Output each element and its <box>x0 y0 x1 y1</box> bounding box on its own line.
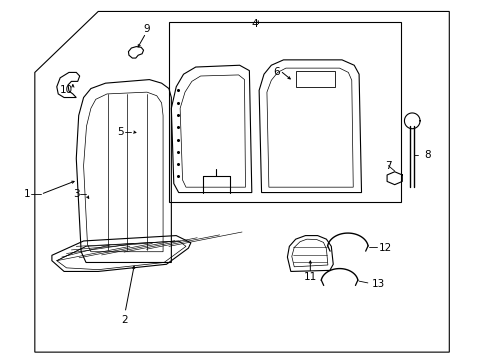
Text: 11: 11 <box>303 272 316 282</box>
Bar <box>295 71 334 87</box>
Bar <box>168 22 400 202</box>
Text: 8: 8 <box>423 150 430 160</box>
Text: 6: 6 <box>272 67 279 77</box>
Text: 10: 10 <box>60 85 73 95</box>
Text: 13: 13 <box>371 279 385 289</box>
Text: 1: 1 <box>24 189 31 199</box>
Text: 7: 7 <box>384 161 391 171</box>
Text: 12: 12 <box>379 243 392 253</box>
Text: 2: 2 <box>122 315 128 325</box>
Text: 9: 9 <box>143 24 150 35</box>
Text: 5: 5 <box>117 127 123 136</box>
Text: 3: 3 <box>73 189 80 199</box>
Text: 4: 4 <box>250 19 257 29</box>
